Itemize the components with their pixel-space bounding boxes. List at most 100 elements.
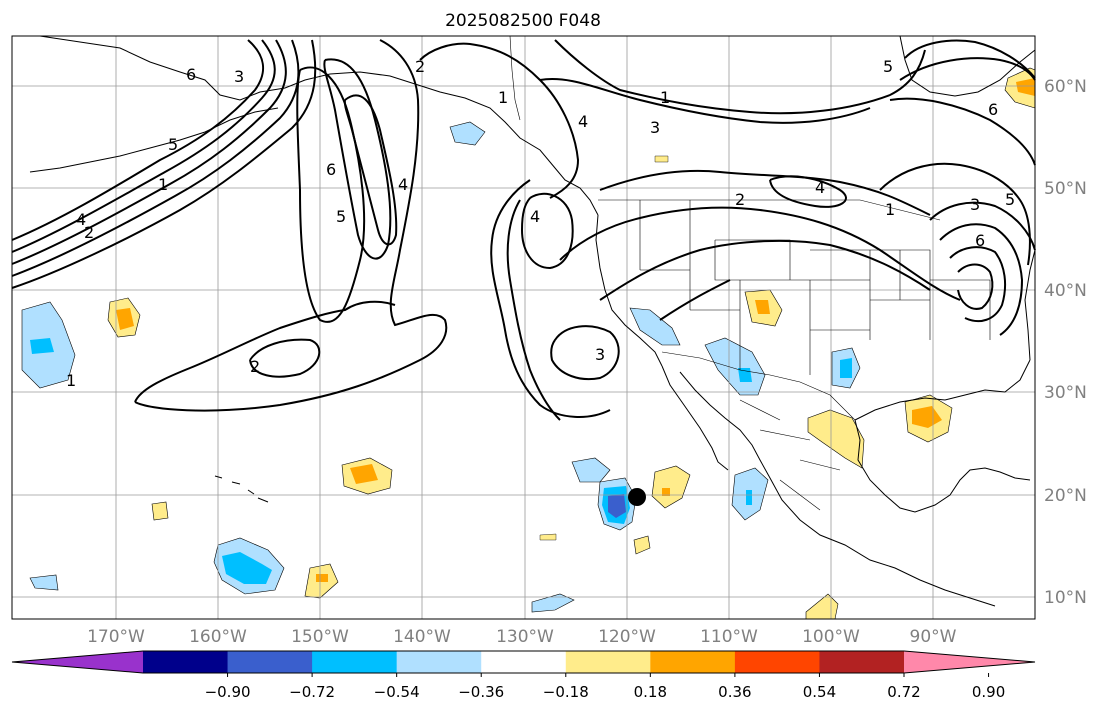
coastline-west-us <box>595 214 663 367</box>
orange-core-ne <box>1016 78 1035 96</box>
contour-label: 1 <box>660 88 670 107</box>
contour-east-7 <box>957 263 994 310</box>
contour-label-group: 1 1 1 1 1 2 2 2 2 3 3 3 3 4 4 4 4 4 5 5 … <box>66 57 1015 390</box>
lon-label: 150°W <box>291 627 349 647</box>
contour-nw-3 <box>11 39 287 265</box>
contour-mid-1 <box>599 169 931 216</box>
contour-label: 6 <box>988 100 998 119</box>
coastline-baja <box>661 365 729 471</box>
contour-east-5 <box>939 223 1024 336</box>
blue-small-1 <box>29 574 59 591</box>
contour-ridge-3 <box>539 78 871 124</box>
yellow-region-8 <box>633 535 651 555</box>
lat-label: 40°N <box>1044 281 1087 301</box>
contour-mid-4 <box>659 175 847 321</box>
lat-label: 60°N <box>1044 77 1087 97</box>
orange-core-3 <box>912 406 942 428</box>
orange-core-2 <box>755 300 770 314</box>
mexico-states <box>739 399 841 511</box>
colorbar-tick-label: 0.90 <box>972 683 1005 701</box>
contour-label: 5 <box>883 57 893 76</box>
yellow-region-5 <box>651 465 691 509</box>
contour-label: 4 <box>530 207 540 226</box>
lon-label: 120°W <box>598 627 656 647</box>
blue-small-2 <box>531 593 575 613</box>
lon-label: 110°W <box>700 627 758 647</box>
state-lines <box>639 200 991 375</box>
colorbar-tick-label: −0.90 <box>205 683 251 701</box>
figure-title: 2025082500 F048 <box>445 11 601 31</box>
lat-label: 10°N <box>1044 588 1087 608</box>
blue-core-mexico <box>746 490 752 505</box>
contour-label: 6 <box>186 65 196 84</box>
coastline-gulf-mexico <box>854 419 1031 513</box>
blue-core-tx <box>840 358 852 378</box>
coastlines <box>29 35 1036 607</box>
colorbar-segment <box>481 651 567 673</box>
contour-nw-1 <box>11 39 264 241</box>
coastline-gulf-north <box>854 359 1031 421</box>
border-us-mexico <box>661 351 856 421</box>
storm-position-dot <box>628 488 646 506</box>
orange-core-1 <box>116 308 134 330</box>
contour-mid-2 <box>559 206 961 301</box>
contour-nw-5 <box>11 39 317 289</box>
contour-label: 1 <box>158 175 168 194</box>
blue-region-pac-north <box>571 457 611 483</box>
colorbar-tick-label: −0.36 <box>458 683 504 701</box>
contour-ridge-2 <box>554 39 926 115</box>
contour-west-low-2 <box>490 179 611 418</box>
contour-label: 5 <box>336 207 346 226</box>
coastline-hudson <box>899 35 1036 97</box>
lon-label: 130°W <box>496 627 554 647</box>
political-borders <box>509 35 991 511</box>
colorbar-extend-max <box>904 651 1035 673</box>
contour-trough-outer <box>134 39 448 412</box>
shaded-fields <box>21 67 1036 620</box>
contour-label: 4 <box>398 175 408 194</box>
colorbar-segment <box>565 651 651 673</box>
hawaii-islands <box>214 475 269 503</box>
contour-mid-3 <box>599 239 931 301</box>
contour-label: 6 <box>326 160 336 179</box>
colorbar-tick-label: −0.54 <box>374 683 420 701</box>
blue-core-west <box>30 338 54 354</box>
contour-nw-2 <box>11 39 276 253</box>
yellow-small-2 <box>539 533 557 541</box>
contour-label: 3 <box>595 345 605 364</box>
map-border <box>11 35 1036 620</box>
colorbar-segment <box>819 651 905 673</box>
contour-label: 3 <box>650 118 660 137</box>
contour-lines <box>11 39 1036 421</box>
colorbar-extend-min <box>12 651 143 673</box>
orange-core-5 <box>662 488 670 496</box>
coastline-gulf-calif <box>679 371 996 607</box>
contour-ne-ring <box>904 39 1036 79</box>
contour-3-loop <box>550 325 620 380</box>
lon-label: 140°W <box>393 627 451 647</box>
contour-label: 1 <box>885 200 895 219</box>
contour-label: 2 <box>415 57 425 76</box>
contour-label: 4 <box>815 178 825 197</box>
border-alaska-canada <box>509 35 521 121</box>
yellow-small-1 <box>654 155 669 163</box>
colorbar-tick-label: 0.54 <box>803 683 836 701</box>
colorbar-segment <box>143 651 229 673</box>
lat-label: 20°N <box>1044 486 1087 506</box>
coastline-alaska <box>39 35 599 216</box>
contour-label: 2 <box>250 357 260 376</box>
contour-label: 3 <box>970 195 980 214</box>
contour-label: 6 <box>975 231 985 250</box>
contour-label: 5 <box>168 135 178 154</box>
contour-label: 1 <box>66 371 76 390</box>
contour-label: 2 <box>735 190 745 209</box>
colorbar-tick-label: 0.18 <box>634 683 667 701</box>
colorbar: −0.90 −0.72 −0.54 −0.36 −0.18 0.18 0.36 0.54 0.7… <box>11 650 1036 701</box>
contour-nw-4 <box>11 39 300 277</box>
colorbar-tick-label: −0.72 <box>289 683 335 701</box>
colorbar-tick-label: 0.72 <box>887 683 920 701</box>
contour-label: 4 <box>578 112 588 131</box>
orange-core-4 <box>350 464 378 484</box>
colorbar-segment <box>227 651 313 673</box>
